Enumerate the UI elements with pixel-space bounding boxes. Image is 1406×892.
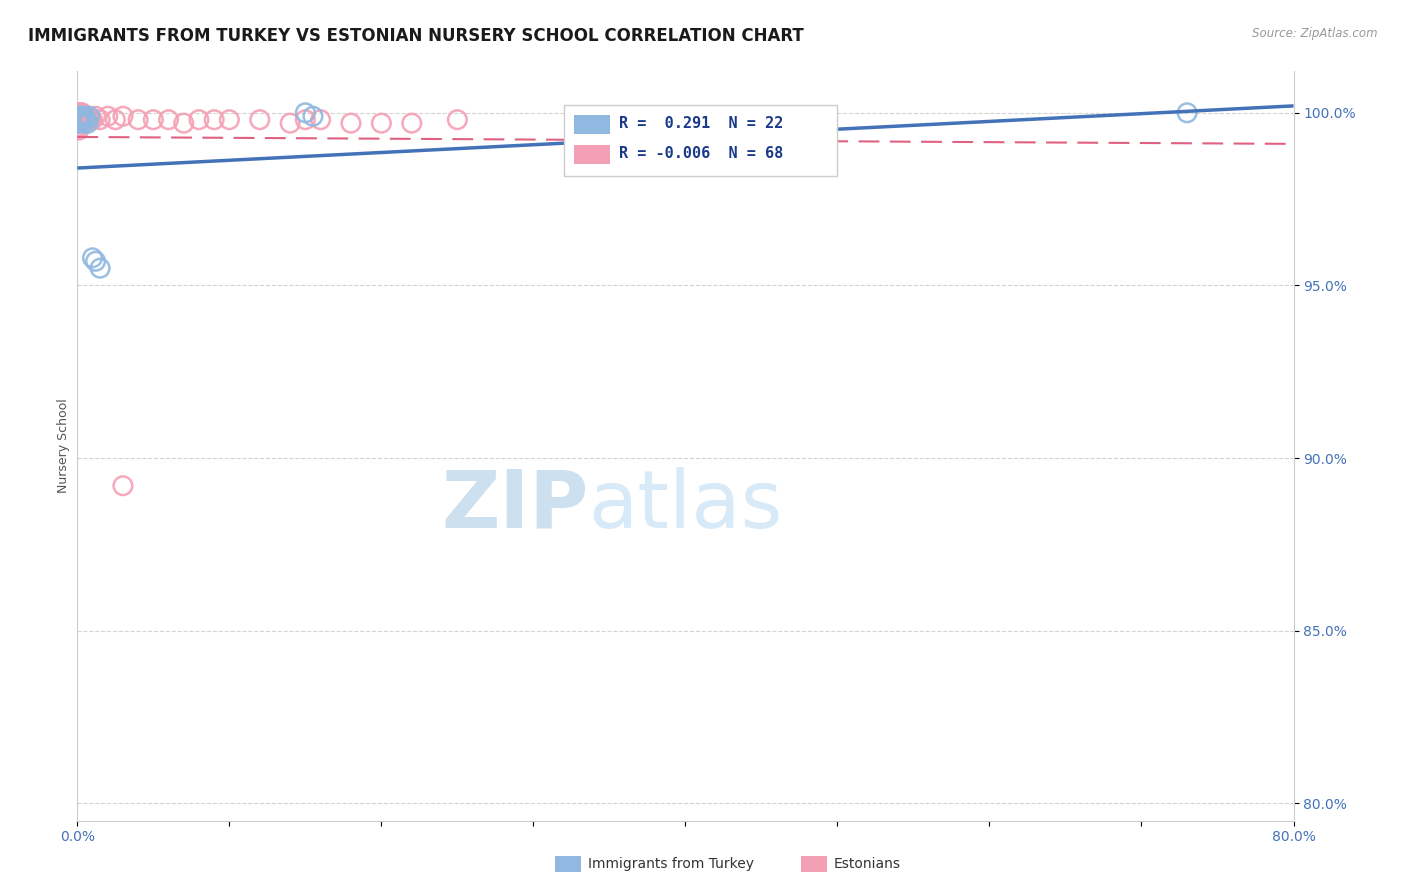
Point [82, 112, 104, 127]
Point [340, 116, 363, 130]
Point [70, 109, 93, 123]
Point [67, 105, 90, 120]
Point [294, 112, 316, 127]
Point [67, 105, 90, 120]
Point [89, 112, 111, 127]
Point [173, 116, 195, 130]
Text: R = -0.006  N = 68: R = -0.006 N = 68 [619, 146, 783, 161]
Text: ZIP: ZIP [441, 467, 588, 545]
Point [111, 109, 134, 123]
Point [1175, 105, 1198, 120]
Point [69, 112, 91, 127]
Text: IMMIGRANTS FROM TURKEY VS ESTONIAN NURSERY SCHOOL CORRELATION CHART: IMMIGRANTS FROM TURKEY VS ESTONIAN NURSE… [28, 27, 804, 45]
Point [72, 112, 94, 127]
Point [309, 112, 332, 127]
Point [67, 112, 90, 127]
Point [249, 112, 271, 127]
Point [67, 109, 90, 123]
Point [218, 112, 240, 127]
Point [67, 109, 90, 123]
Point [157, 112, 180, 127]
FancyBboxPatch shape [564, 105, 838, 177]
Point [69, 105, 91, 120]
FancyBboxPatch shape [574, 115, 610, 134]
Point [202, 112, 225, 127]
Point [67, 112, 90, 127]
Point [69, 109, 91, 123]
Point [84, 109, 107, 123]
Text: atlas: atlas [588, 467, 783, 545]
Point [77, 116, 100, 130]
Point [67, 109, 90, 123]
Point [127, 112, 149, 127]
FancyBboxPatch shape [574, 145, 610, 163]
Point [142, 112, 165, 127]
Point [73, 109, 96, 123]
Point [89, 261, 111, 276]
Point [67, 112, 90, 127]
Point [69, 116, 91, 130]
Point [79, 112, 101, 127]
Point [401, 116, 423, 130]
Point [67, 105, 90, 120]
Point [82, 251, 104, 265]
Point [70, 109, 93, 123]
Point [72, 116, 94, 130]
Point [80, 112, 103, 127]
Point [188, 112, 211, 127]
Point [67, 120, 90, 134]
Point [446, 112, 468, 127]
Point [97, 109, 120, 123]
Point [72, 109, 94, 123]
Point [73, 109, 96, 123]
Point [73, 112, 96, 127]
Point [104, 112, 127, 127]
Point [67, 116, 90, 130]
Point [67, 116, 90, 130]
Point [111, 479, 134, 493]
Text: Source: ZipAtlas.com: Source: ZipAtlas.com [1253, 27, 1378, 40]
Text: Estonians: Estonians [834, 857, 901, 871]
Point [67, 112, 90, 127]
Point [75, 109, 97, 123]
Point [67, 116, 90, 130]
Text: Immigrants from Turkey: Immigrants from Turkey [588, 857, 754, 871]
Point [70, 105, 93, 120]
Point [69, 112, 91, 127]
Point [70, 112, 93, 127]
Point [67, 120, 90, 134]
Point [75, 112, 97, 127]
Point [70, 112, 93, 127]
Point [77, 109, 100, 123]
Point [67, 105, 90, 120]
Point [69, 109, 91, 123]
Point [67, 109, 90, 123]
Point [278, 116, 301, 130]
Y-axis label: Nursery School: Nursery School [58, 399, 70, 493]
Point [67, 123, 90, 137]
Point [79, 109, 101, 123]
Text: R =  0.291  N = 22: R = 0.291 N = 22 [619, 116, 783, 131]
Point [84, 254, 107, 268]
Point [69, 112, 91, 127]
Point [302, 109, 325, 123]
Point [294, 105, 316, 120]
Point [370, 116, 392, 130]
